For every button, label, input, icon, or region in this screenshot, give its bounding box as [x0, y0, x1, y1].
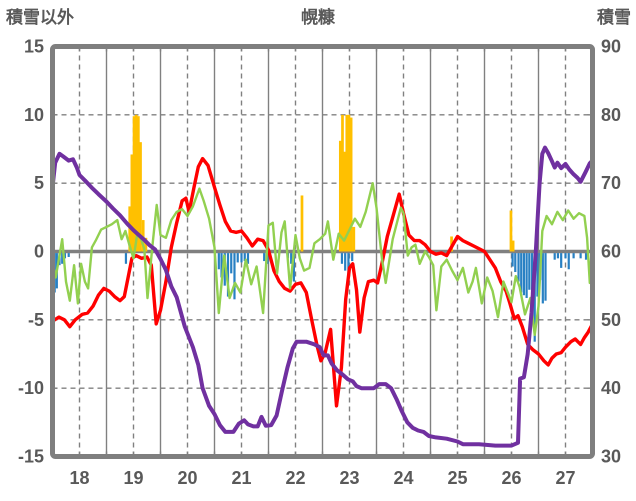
chart-title: 幌糠: [301, 8, 335, 27]
series-orange-bars: [128, 114, 515, 252]
left-tick-label: 0: [34, 242, 44, 262]
x-tick-label: 19: [123, 468, 143, 488]
bar: [134, 114, 138, 252]
right-tick-label: 30: [601, 447, 621, 467]
bar: [220, 253, 223, 278]
bar: [556, 253, 560, 259]
right-tick-label: 60: [601, 242, 621, 262]
bar: [226, 253, 230, 297]
left-tick-label: 5: [34, 173, 44, 193]
series-green-line: [51, 181, 594, 337]
bar: [139, 142, 142, 252]
bar: [246, 253, 250, 264]
right-tick-label: 70: [601, 173, 621, 193]
bar: [541, 253, 544, 304]
left-tick-label: -5: [28, 310, 44, 330]
bar: [579, 253, 582, 259]
x-tick-label: 24: [393, 468, 413, 488]
bar: [141, 220, 145, 252]
bar: [352, 226, 356, 252]
bar: [292, 253, 295, 282]
right-tick-label: 90: [601, 37, 621, 57]
bar: [528, 253, 531, 290]
bar: [343, 151, 346, 252]
bar: [243, 253, 246, 262]
left-tick-label: -15: [18, 447, 44, 467]
x-tick-label: 27: [555, 468, 575, 488]
bar: [236, 253, 239, 263]
plot-border: [50, 44, 595, 459]
bar: [560, 253, 563, 268]
bar: [137, 116, 140, 252]
bar: [564, 253, 567, 259]
bar: [347, 114, 351, 252]
bar: [67, 253, 70, 257]
bar: [351, 253, 354, 262]
bar: [572, 253, 575, 259]
bar: [522, 253, 526, 296]
bar: [567, 253, 570, 270]
bar: [341, 114, 344, 252]
series: [50, 114, 595, 448]
bar: [345, 114, 349, 252]
x-tick-label: 25: [447, 468, 467, 488]
x-tick-label: 18: [69, 468, 89, 488]
x-tick-label: 22: [285, 468, 305, 488]
bar: [300, 195, 304, 252]
bar: [63, 253, 67, 259]
bar: [233, 253, 236, 300]
x-tick-label: 26: [501, 468, 521, 488]
bar: [347, 253, 350, 278]
bar: [530, 253, 534, 294]
x-tick-label: 23: [339, 468, 359, 488]
bar: [61, 253, 64, 264]
left-axis-title: 積雪以外: [6, 8, 74, 27]
left-tick-label: -10: [18, 378, 44, 398]
x-tick-label: 21: [231, 468, 251, 488]
bar: [520, 253, 523, 293]
right-axis-title: 積雪: [597, 8, 631, 27]
bar: [338, 140, 342, 252]
bar: [349, 117, 353, 252]
bar: [144, 237, 148, 252]
left-tick-label: 15: [24, 37, 44, 57]
right-tick-label: 50: [601, 310, 621, 330]
series-red-line: [50, 156, 595, 408]
bar: [544, 253, 547, 301]
right-tick-label: 40: [601, 378, 621, 398]
bar: [240, 253, 243, 263]
bar: [533, 253, 536, 342]
bar: [217, 253, 220, 270]
bar: [584, 253, 588, 260]
bar: [263, 253, 266, 262]
bar: [514, 253, 517, 272]
series-blue-bars: [53, 253, 588, 342]
bar: [340, 253, 344, 264]
bar: [290, 253, 293, 264]
bar: [553, 253, 556, 260]
right-tick-label: 80: [601, 105, 621, 125]
bar: [517, 253, 520, 282]
bar: [511, 240, 515, 252]
x-tick-label: 20: [177, 468, 197, 488]
bar: [230, 253, 233, 274]
bar: [525, 253, 528, 298]
bar: [536, 253, 539, 297]
series-purple-line-snow: [50, 145, 595, 448]
bar: [511, 253, 514, 267]
bar: [124, 253, 128, 264]
bar: [130, 154, 134, 252]
bar: [132, 116, 136, 252]
bar: [344, 253, 347, 271]
bar: [509, 210, 513, 252]
left-tick-label: 10: [24, 105, 44, 125]
